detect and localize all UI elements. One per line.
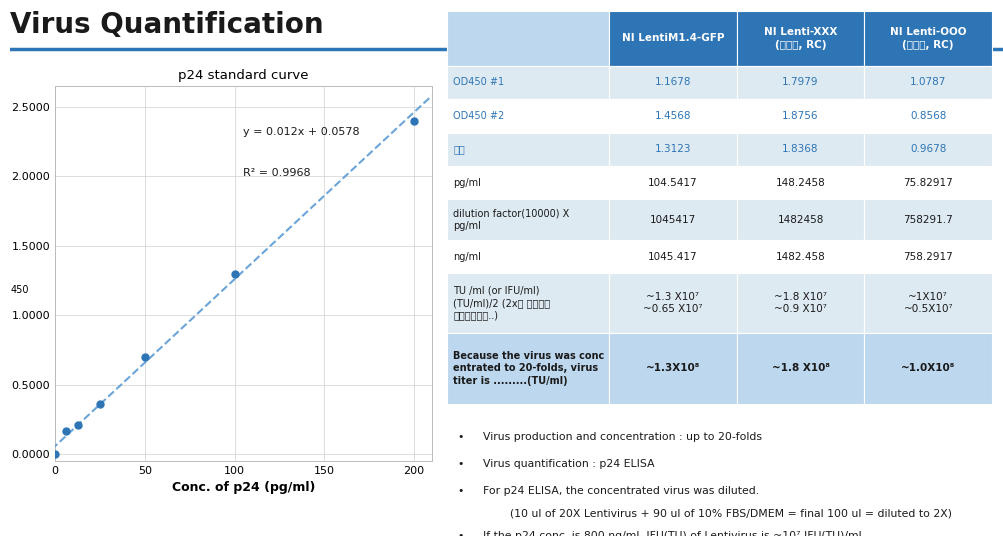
- Point: [92, 400, 108, 409]
- Text: 0.8568: 0.8568: [909, 111, 946, 121]
- Bar: [864, 11, 991, 66]
- Bar: [446, 99, 609, 132]
- Text: 1045.417: 1045.417: [648, 252, 697, 262]
- Text: 1.8368: 1.8368: [781, 144, 818, 154]
- Bar: [609, 166, 736, 199]
- Bar: [864, 273, 991, 332]
- Bar: [736, 240, 864, 273]
- Text: 1482458: 1482458: [776, 215, 822, 225]
- Bar: [609, 240, 736, 273]
- Bar: [864, 240, 991, 273]
- Text: 148.2458: 148.2458: [775, 177, 824, 188]
- Bar: [609, 332, 736, 404]
- Text: (10 ul of 20X Lentivirus + 90 ul of 10% FBS/DMEM = final 100 ul = diluted to 2X): (10 ul of 20X Lentivirus + 90 ul of 10% …: [510, 509, 951, 519]
- Bar: [736, 11, 864, 66]
- Text: If the p24 conc. is 800 ng/ml, IFU(TU) of Lentivirus is ~10⁷ IFU(TU)/ml: If the p24 conc. is 800 ng/ml, IFU(TU) o…: [482, 531, 861, 536]
- Text: ~1.8 X10⁸: ~1.8 X10⁸: [770, 363, 828, 373]
- Text: OD450 #2: OD450 #2: [453, 111, 505, 121]
- Text: For p24 ELISA, the concentrated virus was diluted.: For p24 ELISA, the concentrated virus wa…: [482, 487, 758, 496]
- Text: TU /ml (or IFU/ml)
(TU/ml)/2 (2x로 희석하여
정량하였으로..): TU /ml (or IFU/ml) (TU/ml)/2 (2x로 희석하여 정…: [453, 286, 550, 321]
- Bar: [609, 199, 736, 240]
- Text: 1045417: 1045417: [649, 215, 695, 225]
- Text: ~1.3X10⁸: ~1.3X10⁸: [645, 363, 699, 373]
- Text: ~1X10⁷
~0.5X10⁷: ~1X10⁷ ~0.5X10⁷: [903, 292, 952, 314]
- Text: Virus quantification : p24 ELISA: Virus quantification : p24 ELISA: [482, 459, 654, 470]
- Point: [405, 116, 421, 125]
- Bar: [864, 66, 991, 99]
- Text: ~1.8 X10⁷
~0.9 X10⁷: ~1.8 X10⁷ ~0.9 X10⁷: [773, 292, 826, 314]
- Bar: [609, 66, 736, 99]
- Text: 1482.458: 1482.458: [775, 252, 824, 262]
- Bar: [609, 132, 736, 166]
- Point: [136, 353, 152, 361]
- Text: ~1.3 X10⁷
~0.65 X10⁷: ~1.3 X10⁷ ~0.65 X10⁷: [643, 292, 702, 314]
- X-axis label: Conc. of p24 (pg/ml): Conc. of p24 (pg/ml): [172, 481, 315, 494]
- Bar: [736, 99, 864, 132]
- Text: •: •: [457, 487, 463, 496]
- Text: 평균: 평균: [453, 144, 464, 154]
- Text: 1.7979: 1.7979: [781, 77, 818, 87]
- Bar: [736, 332, 864, 404]
- Text: y = 0.012x + 0.0578: y = 0.012x + 0.0578: [244, 127, 360, 137]
- Text: Virus production and concentration : up to 20-folds: Virus production and concentration : up …: [482, 432, 761, 442]
- Point: [69, 421, 85, 429]
- Text: OD: OD: [0, 264, 3, 283]
- Text: NI LentiM1.4-GFP: NI LentiM1.4-GFP: [621, 33, 723, 43]
- Text: 1.8756: 1.8756: [781, 111, 818, 121]
- Bar: [446, 240, 609, 273]
- Bar: [609, 99, 736, 132]
- Bar: [446, 166, 609, 199]
- Bar: [446, 332, 609, 404]
- Bar: [736, 66, 864, 99]
- Text: 758291.7: 758291.7: [903, 215, 952, 225]
- Text: Because the virus was conc
entrated to 20-folds, virus
titer is .........(TU/ml): Because the virus was conc entrated to 2…: [453, 351, 604, 385]
- Bar: [736, 199, 864, 240]
- Text: 1.3123: 1.3123: [654, 144, 690, 154]
- Text: 1.0787: 1.0787: [909, 77, 946, 87]
- Text: NI Lenti-XXX
(역방향, RC): NI Lenti-XXX (역방향, RC): [763, 27, 837, 50]
- Text: 1.4568: 1.4568: [654, 111, 690, 121]
- Bar: [736, 273, 864, 332]
- Text: 0.9678: 0.9678: [909, 144, 946, 154]
- Bar: [446, 199, 609, 240]
- Bar: [736, 132, 864, 166]
- Text: •: •: [457, 432, 463, 442]
- Bar: [446, 132, 609, 166]
- Bar: [446, 273, 609, 332]
- Bar: [446, 11, 609, 66]
- Text: NI Lenti-OOO
(역방향, RC): NI Lenti-OOO (역방향, RC): [889, 27, 966, 50]
- Text: ng/ml: ng/ml: [453, 252, 480, 262]
- Bar: [864, 166, 991, 199]
- Text: Virus Quantification: Virus Quantification: [10, 11, 323, 39]
- Bar: [864, 332, 991, 404]
- Point: [227, 270, 243, 278]
- Text: pg/ml: pg/ml: [453, 177, 480, 188]
- Bar: [864, 199, 991, 240]
- Text: 758.2917: 758.2917: [903, 252, 952, 262]
- Text: 75.82917: 75.82917: [903, 177, 952, 188]
- Bar: [609, 11, 736, 66]
- Point: [58, 427, 74, 435]
- Bar: [609, 273, 736, 332]
- Bar: [736, 166, 864, 199]
- Text: R² = 0.9968: R² = 0.9968: [244, 168, 311, 178]
- Text: 104.5417: 104.5417: [648, 177, 697, 188]
- Point: [47, 450, 63, 458]
- Bar: [446, 66, 609, 99]
- Text: ~1.0X10⁸: ~1.0X10⁸: [900, 363, 955, 373]
- Bar: [864, 132, 991, 166]
- Text: •: •: [457, 459, 463, 470]
- Text: OD450 #1: OD450 #1: [453, 77, 504, 87]
- Text: •: •: [457, 531, 463, 536]
- Text: 450: 450: [10, 285, 29, 295]
- Text: 1.1678: 1.1678: [654, 77, 690, 87]
- Text: dilution factor(10000) X
pg/ml: dilution factor(10000) X pg/ml: [453, 209, 569, 231]
- Title: p24 standard curve: p24 standard curve: [179, 69, 308, 82]
- Bar: [864, 99, 991, 132]
